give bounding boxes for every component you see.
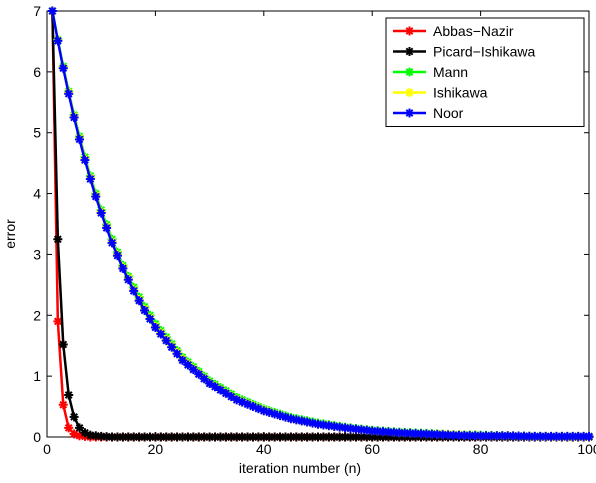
data-point [75,134,85,144]
y-axis-label: error [2,219,18,249]
data-point [150,322,160,332]
data-point [134,296,144,306]
legend-entry: Noor [393,105,464,121]
data-point [123,275,133,285]
y-tick-label: 7 [33,3,41,19]
data-point [161,336,171,346]
data-point [102,223,112,233]
x-tick-label: 80 [473,441,489,457]
data-point [129,286,139,296]
data-point [167,342,177,352]
data-point [324,421,334,431]
legend-entry: Abbas−Nazir [393,23,514,39]
legend-label: Noor [433,105,464,121]
y-tick-label: 1 [33,368,41,384]
x-tick-label: 20 [148,441,164,457]
legend-entry: Mann [393,64,468,80]
data-point [85,174,95,184]
data-point [91,192,101,202]
legend-label: Mann [433,64,468,80]
data-point [69,412,79,422]
x-tick-label: 100 [577,441,596,457]
data-point [58,339,68,349]
x-axis-label: iteration number (n) [239,460,361,476]
y-tick-label: 6 [33,64,41,80]
data-point [584,431,594,441]
data-point [405,67,414,77]
axis-ticks: 0 20 40 60 80 100 0 1 2 3 4 5 6 7 [33,3,596,457]
y-tick-label: 4 [33,186,41,202]
data-point [58,400,68,410]
series-lines [47,6,594,442]
data-point [405,26,414,36]
data-point [112,251,122,261]
data-point [64,423,74,433]
data-point [145,314,155,324]
data-point [69,113,79,122]
legend-label: Abbas−Nazir [433,23,514,39]
data-point [156,329,166,339]
data-point [221,388,231,398]
data-point [47,6,57,16]
data-point [58,63,68,73]
series-4 [47,6,594,441]
data-point [405,108,414,118]
y-tick-label: 0 [33,429,41,445]
legend-label: Picard−Ishikawa [433,44,536,60]
data-point [140,305,150,315]
data-point [91,431,101,441]
data-point [53,36,63,46]
legend-entry: Picard−Ishikawa [393,44,536,60]
data-point [172,349,182,359]
data-point [405,47,414,56]
data-point [75,423,85,433]
legend-entry: Ishikawa [393,85,488,101]
y-tick-label: 3 [33,246,41,262]
data-point [405,88,414,97]
data-point [64,89,74,99]
data-point [53,234,63,244]
data-point [80,155,90,165]
y-tick-label: 2 [33,307,41,323]
data-point [421,429,431,439]
data-point [118,263,128,273]
x-tick-label: 0 [43,441,51,457]
data-point [96,208,106,218]
legend-label: Ishikawa [433,85,488,101]
data-point [64,390,74,400]
y-tick-label: 5 [33,125,41,141]
x-tick-label: 60 [364,441,380,457]
data-point [107,238,117,248]
data-point [199,374,209,384]
legend: Abbas−Nazir Picard−Ishikawa Mann Ishikawa No… [385,17,585,127]
x-tick-label: 40 [256,441,272,457]
